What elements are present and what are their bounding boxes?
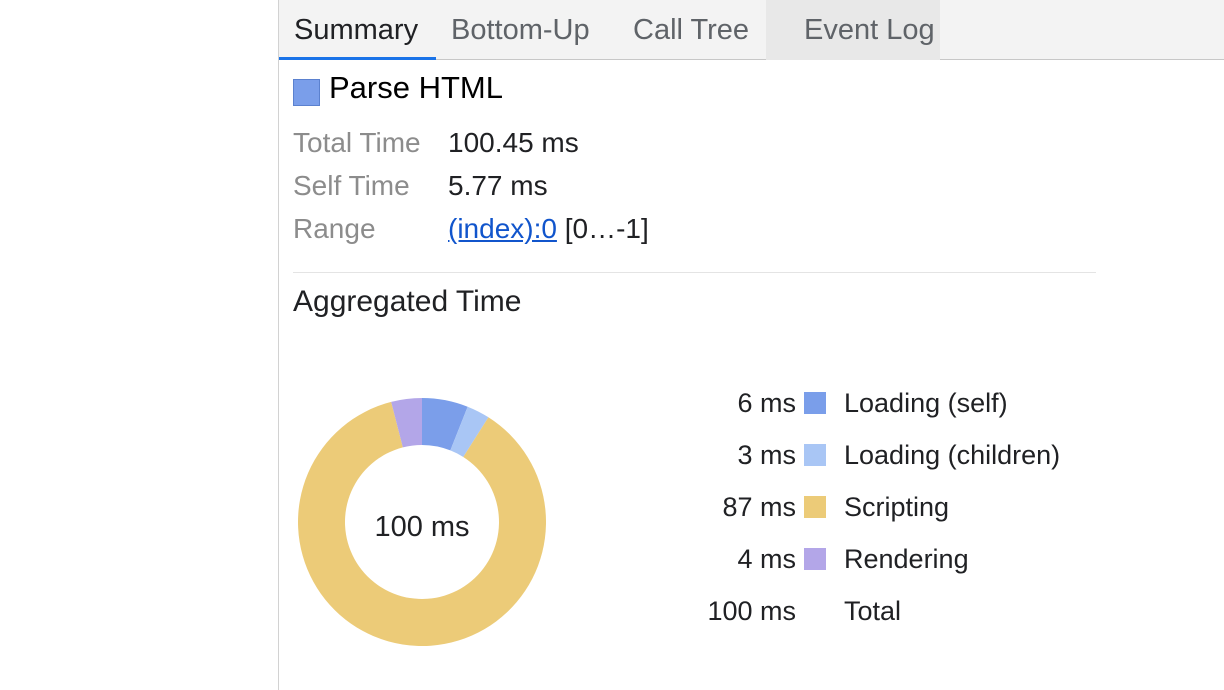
svg-text:100 ms: 100 ms	[374, 511, 469, 543]
